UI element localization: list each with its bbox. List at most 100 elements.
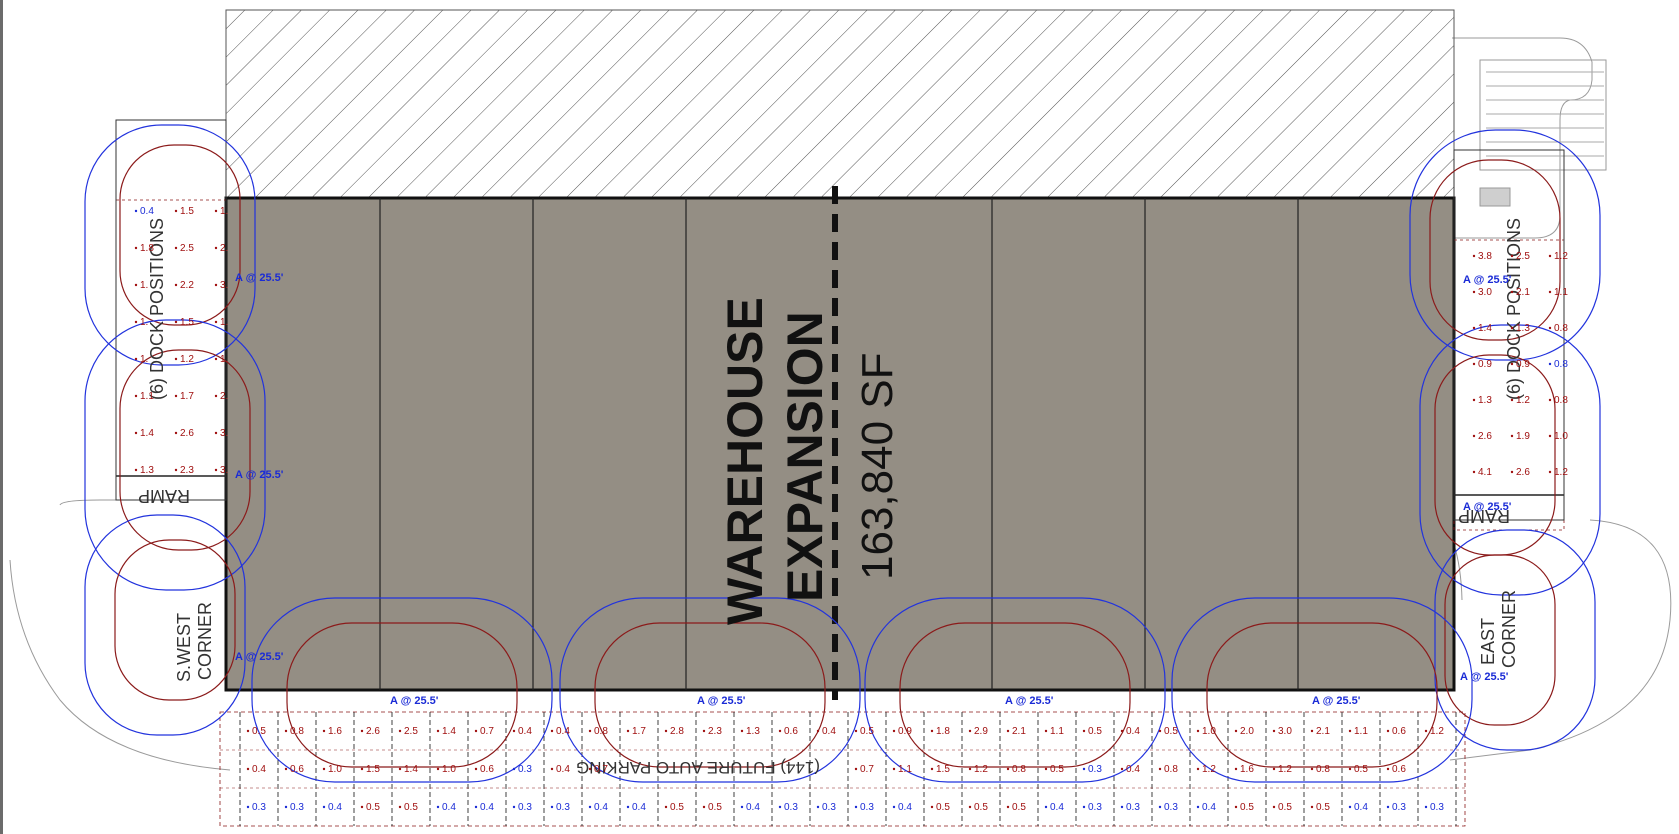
parking-row3-value-19-dot [968, 805, 972, 809]
parking-row1-value-31-dot [1424, 729, 1428, 733]
parking-row2-value-1-dot [284, 767, 288, 771]
parking-row1-value-13: 1.3 [746, 726, 760, 737]
parking-row3-value-16-dot [854, 805, 858, 809]
parking-row2-value-26: 1.6 [1240, 764, 1254, 775]
west-value-5-0-dot [134, 394, 138, 398]
parking-row1-value-1-dot [284, 729, 288, 733]
west-value-2-0-dot [134, 283, 138, 287]
parking-row2-value-30: 0.6 [1392, 764, 1406, 775]
parking-row2-value-22: 0.3 [1088, 764, 1102, 775]
contour-east-upper-blue [1409, 129, 1601, 361]
parking-row3-value-28-dot [1310, 805, 1314, 809]
warehouse-expansion-building [224, 196, 1456, 692]
east-value-6-0: 4.1 [1478, 467, 1492, 478]
parking-row1-value-26: 2.0 [1240, 726, 1254, 737]
parking-row1-value-7-dot [512, 729, 516, 733]
parking-row2-value-19: 1.2 [974, 764, 988, 775]
parking-row1-value-3-dot [360, 729, 364, 733]
parking-row3-value-26: 0.5 [1240, 802, 1254, 813]
west-value-4-1: 1.2 [180, 354, 194, 365]
parking-row2-value-0: 0.4 [252, 764, 266, 775]
parking-row1-value-20: 2.1 [1012, 726, 1026, 737]
parking-row3-value-20: 0.5 [1012, 802, 1026, 813]
west-value-0-1-dot [174, 209, 178, 213]
west-dock-area [115, 119, 227, 501]
parking-row3-value-4: 0.5 [404, 802, 418, 813]
west-value-6-0: 1.4 [140, 428, 154, 439]
parking-row2-value-3: 1.5 [366, 764, 380, 775]
parking-row1-value-27-dot [1272, 729, 1276, 733]
parking-row1-value-11-dot [664, 729, 668, 733]
parking-row1-value-2-dot [322, 729, 326, 733]
parking-row3-value-23: 0.3 [1126, 802, 1140, 813]
parking-row2-value-25-dot [1196, 767, 1200, 771]
east-value-4-2-dot [1548, 398, 1552, 402]
west-value-3-1-dot [174, 320, 178, 324]
parking-row1-value-26-dot [1234, 729, 1238, 733]
parking-row1-value-5-dot [436, 729, 440, 733]
east-value-5-2: 1.0 [1554, 431, 1568, 442]
parking-row1-value-12-dot [702, 729, 706, 733]
east-corner-label-1: EAST [1478, 618, 1498, 665]
parking-row3-value-18: 0.5 [936, 802, 950, 813]
parking-row2-value-22-dot [1082, 767, 1086, 771]
fixture-label-south-2: A @ 25.5' [697, 695, 746, 707]
parking-row3-value-30-dot [1386, 805, 1390, 809]
parking-row2-value-8-dot [550, 767, 554, 771]
west-dock-label: (6) DOCK POSITIONS [147, 218, 167, 400]
west-value-7-0-dot [134, 468, 138, 472]
west-value-5-2-dot [214, 394, 218, 398]
parking-row3-value-22: 0.3 [1088, 802, 1102, 813]
west-value-6-2: 3. [220, 428, 228, 439]
east-value-1-2-dot [1548, 290, 1552, 294]
west-value-1-0: 1.8 [140, 243, 154, 254]
parking-row1-value-0-dot [246, 729, 250, 733]
contour-south-2-red [594, 622, 826, 768]
parking-row3-value-19: 0.5 [974, 802, 988, 813]
parking-row2-value-21-dot [1044, 767, 1048, 771]
parking-row3-value-31-dot [1424, 805, 1428, 809]
east-value-2-0-dot [1472, 326, 1476, 330]
parking-row2-value-2-dot [322, 767, 326, 771]
parking-row2-value-6: 0.6 [480, 764, 494, 775]
west-value-5-1-dot [174, 394, 178, 398]
west-value-1-0-dot [134, 246, 138, 250]
contour-east-middle-blue [1419, 324, 1601, 596]
parking-row1-value-14-dot [778, 729, 782, 733]
east-value-4-0-dot [1472, 398, 1476, 402]
southwest-corner-label-1: S.WEST [174, 613, 194, 682]
west-value-2-2-dot [214, 283, 218, 287]
parking-row3-value-4-dot [398, 805, 402, 809]
parking-row1-value-17-dot [892, 729, 896, 733]
east-value-1-0-dot [1472, 290, 1476, 294]
west-value-4-2: 1. [220, 354, 228, 365]
parking-row1-value-19: 2.9 [974, 726, 988, 737]
east-value-3-2: 0.8 [1554, 359, 1568, 370]
parking-row1-value-19-dot [968, 729, 972, 733]
parking-row3-value-21: 0.4 [1050, 802, 1064, 813]
contour-west-middle-red [119, 349, 251, 551]
parking-row3-value-28: 0.5 [1316, 802, 1330, 813]
parking-row3-value-3-dot [360, 805, 364, 809]
parking-label: (144) FUTURE AUTO PARKING [576, 758, 820, 777]
west-value-4-0: 1. [140, 354, 148, 365]
bay-dividers [379, 198, 1299, 690]
parking-row3-value-12-dot [702, 805, 706, 809]
east-value-4-1: 1.2 [1516, 395, 1530, 406]
parking-row2-value-4-dot [398, 767, 402, 771]
west-value-0-0: 0.4 [140, 206, 154, 217]
east-corner-label-2: CORNER [1499, 590, 1519, 668]
parking-row2-value-23: 0.4 [1126, 764, 1140, 775]
parking-row1-value-7: 0.4 [518, 726, 532, 737]
northeast-parking-stalls [1479, 59, 1607, 207]
fixture-label-south-3: A @ 25.5' [1005, 695, 1054, 707]
west-value-4-0-dot [134, 357, 138, 361]
parking-row1-value-4-dot [398, 729, 402, 733]
parking-row3-value-8: 0.3 [556, 802, 570, 813]
parking-row1-value-20-dot [1006, 729, 1010, 733]
east-value-5-1: 1.9 [1516, 431, 1530, 442]
east-dock-label: (6) DOCK POSITIONS [1504, 218, 1524, 400]
east-value-4-0: 1.3 [1478, 395, 1492, 406]
contour-south-4-blue [1171, 597, 1473, 783]
fixture-label-east-1: A @ 25.5' [1463, 274, 1512, 286]
